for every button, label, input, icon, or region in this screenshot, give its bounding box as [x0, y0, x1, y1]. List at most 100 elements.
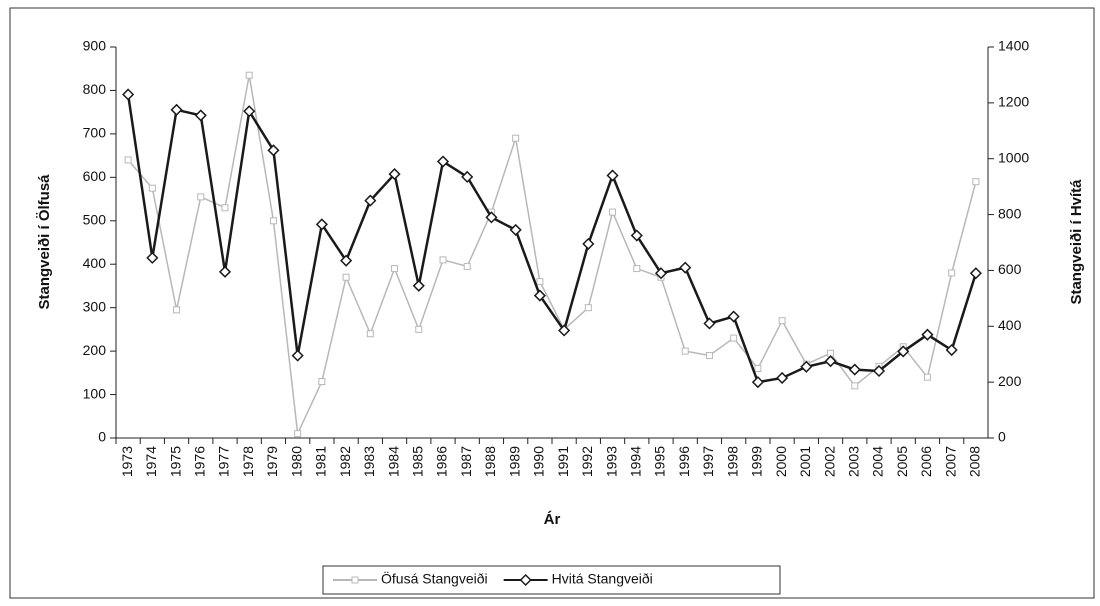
point [197, 193, 205, 201]
point [654, 267, 668, 280]
point [366, 330, 374, 338]
y-tick-label: 600 [83, 168, 107, 184]
y2-tick-label: 200 [998, 373, 1022, 389]
y-tick-label: 900 [83, 38, 107, 54]
x-tick-label: 1998 [724, 446, 740, 477]
point [269, 217, 277, 225]
x-tick-label: 2004 [870, 446, 886, 477]
point [291, 349, 304, 362]
x-tick-label: 1996 [676, 446, 692, 477]
point [294, 430, 302, 438]
point [245, 71, 253, 79]
point [509, 223, 522, 236]
point [921, 328, 934, 341]
x-tick-label: 1981 [313, 446, 329, 477]
point [800, 360, 813, 373]
x-tick-label: 1991 [555, 446, 571, 477]
point [173, 306, 181, 314]
x-tick-label: 1988 [482, 446, 498, 477]
point [439, 256, 447, 264]
point [391, 265, 399, 273]
point [218, 265, 232, 278]
point [703, 317, 716, 330]
x-tick-label: 1982 [337, 446, 353, 477]
y-tick-label: 500 [83, 211, 107, 227]
y-tick-label: 100 [83, 385, 107, 401]
x-tick-label: 2006 [918, 446, 934, 477]
x-tick-label: 2000 [773, 446, 789, 477]
point [582, 237, 595, 250]
point [751, 376, 764, 389]
point [948, 269, 956, 277]
point [512, 134, 520, 142]
point [461, 170, 474, 183]
point [872, 364, 886, 378]
x-tick-label: 1994 [627, 446, 643, 477]
point [558, 324, 571, 337]
y2-tick-label: 1000 [998, 149, 1029, 165]
point [897, 345, 910, 358]
point [630, 229, 643, 242]
point [609, 208, 617, 216]
x-tick-label: 1990 [531, 446, 547, 477]
y-tick-label: 0 [98, 429, 106, 445]
point [194, 109, 207, 122]
y2-tick-label: 800 [998, 205, 1022, 221]
y2-tick-label: 1200 [998, 94, 1029, 110]
line-series [126, 94, 978, 384]
y-tick-label: 700 [83, 125, 107, 141]
y2-tick-label: 400 [998, 317, 1022, 333]
legend-marker [519, 573, 532, 587]
point [730, 334, 738, 342]
point [170, 103, 183, 116]
x-tick-label: 2007 [942, 446, 958, 477]
x-tick-label: 2005 [894, 446, 910, 477]
point [415, 325, 423, 333]
x-tick-label: 1979 [264, 446, 280, 477]
point [388, 168, 401, 181]
point [340, 254, 353, 267]
x-tick-label: 1984 [385, 446, 401, 477]
point [681, 347, 689, 355]
y-tick-label: 400 [83, 255, 107, 271]
x-tick-label: 1983 [361, 446, 377, 477]
point [824, 355, 837, 368]
y-tick-label: 800 [83, 81, 107, 97]
point [969, 267, 982, 280]
point [124, 156, 132, 164]
x-tick-label: 1995 [652, 446, 668, 477]
line-series [127, 75, 977, 437]
point [463, 262, 471, 270]
y2-tick-label: 600 [998, 261, 1022, 277]
x-tick-label: 1985 [409, 446, 425, 477]
legend-box [322, 565, 781, 595]
legend-marker [351, 576, 359, 584]
point [776, 371, 789, 385]
x-tick-label: 1992 [579, 446, 595, 477]
point [851, 382, 859, 390]
point [848, 363, 861, 376]
x-tick-label: 1976 [191, 446, 207, 477]
point [584, 304, 592, 312]
point [533, 289, 546, 302]
x-tick-label: 1973 [119, 446, 135, 477]
point [364, 194, 377, 207]
y-tick-label: 200 [83, 342, 107, 358]
y-axis-label: Stangveiði í Ölfusá [36, 174, 53, 310]
point [606, 169, 619, 182]
point [146, 251, 159, 264]
point [923, 373, 931, 381]
x-tick-label: 1989 [506, 446, 522, 477]
legend-label: Öfusá Stangveiði [381, 570, 488, 587]
frame [9, 7, 1095, 599]
x-tick-label: 1993 [603, 446, 619, 477]
point [318, 378, 326, 386]
x-tick-label: 1977 [216, 446, 232, 477]
point [679, 261, 692, 274]
x-tick-label: 1999 [749, 446, 765, 477]
y2-tick-label: 1400 [998, 38, 1029, 54]
point [342, 273, 350, 281]
y2-axis-label: Stangveiði í Hvítá [1068, 179, 1085, 305]
x-axis-label: Ár [544, 511, 561, 528]
